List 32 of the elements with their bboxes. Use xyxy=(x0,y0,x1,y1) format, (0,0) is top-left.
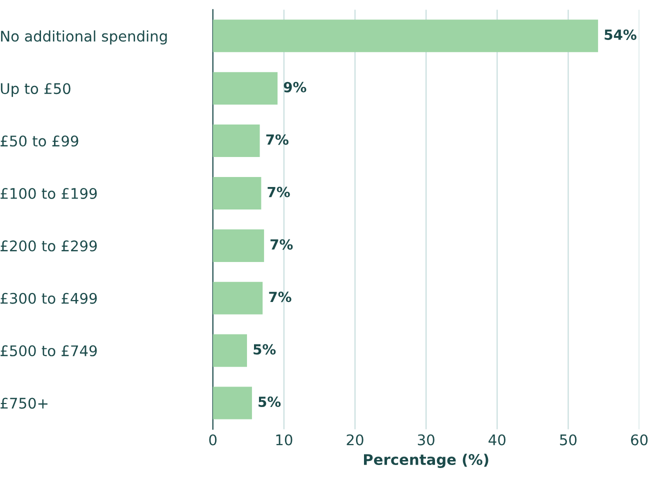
y-tick-label: £50 to £99 xyxy=(0,136,78,147)
x-tick-label: 30 xyxy=(418,434,434,446)
y-tick-label: No additional spending xyxy=(1,30,167,44)
x-axis-title: Percentage (%) xyxy=(364,454,488,468)
bar xyxy=(212,229,264,262)
x-tick-label: 50 xyxy=(560,434,577,446)
y-tick-label: Up to £50 xyxy=(0,83,70,97)
data-label: 54% xyxy=(604,29,636,40)
bar xyxy=(212,334,247,367)
bar xyxy=(212,72,278,105)
x-tick-label: 40 xyxy=(488,434,506,446)
bar xyxy=(212,124,260,158)
y-tick-label: £200 to £299 xyxy=(0,240,97,252)
x-tick-label: 0 xyxy=(209,434,217,446)
bar xyxy=(212,386,252,420)
data-label: 9% xyxy=(284,82,306,92)
x-tick-label: 10 xyxy=(276,434,292,446)
data-label: 7% xyxy=(268,186,290,198)
y-tick-label: £100 to £199 xyxy=(0,188,97,199)
data-label: 5% xyxy=(254,344,276,355)
y-tick-label: £750+ xyxy=(0,398,48,409)
x-tick-label: 20 xyxy=(346,434,364,446)
x-tick-label: 60 xyxy=(631,434,648,446)
y-tick-label: £300 to £499 xyxy=(0,292,97,304)
bar xyxy=(212,176,262,210)
y-tick-label: £500 to £749 xyxy=(0,345,97,356)
data-label: 7% xyxy=(270,239,293,250)
bar xyxy=(212,20,598,52)
data-label: 7% xyxy=(266,134,288,145)
bar xyxy=(212,282,263,314)
data-label: 7% xyxy=(269,292,292,302)
data-label: 5% xyxy=(258,396,281,408)
